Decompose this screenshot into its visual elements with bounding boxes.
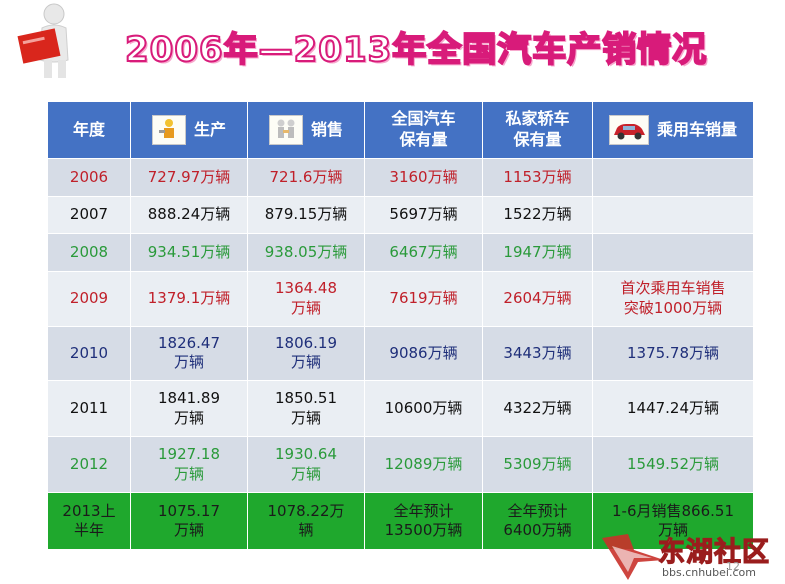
- page-number: 12: [726, 560, 740, 573]
- total-ownership-cell: 9086万辆: [364, 325, 483, 382]
- car-icon: [608, 115, 649, 145]
- table-row: 2007 888.24万辆 879.15万辆 5697万辆 1522万辆: [47, 195, 754, 235]
- header-production: 生产: [130, 101, 248, 159]
- private-ownership-cell: 1153万辆: [482, 158, 593, 197]
- header-private-ownership-label: 私家轿车 保有量: [505, 109, 570, 149]
- sales-cell: 1078.22万 辆: [247, 492, 365, 550]
- private-ownership-cell: 2604万辆: [482, 270, 593, 327]
- header-year-label: 年度: [72, 119, 105, 139]
- year-cell: 2008: [47, 233, 131, 272]
- watermark-url: bbs.cnhubei.com: [662, 566, 756, 579]
- header-sales: 销售: [247, 101, 365, 159]
- header-sales-label: 销售: [310, 119, 343, 139]
- private-ownership-cell: 1947万辆: [482, 233, 593, 272]
- table-row: 2008 934.51万辆 938.05万辆 6467万辆 1947万辆: [47, 233, 754, 272]
- sales-cell: 1850.51 万辆: [247, 380, 365, 438]
- header-total-ownership: 全国汽车 保有量: [364, 101, 483, 159]
- passenger-sales-cell: 首次乘用车销售 突破1000万辆: [592, 270, 754, 327]
- production-cell: 1927.18 万辆: [130, 436, 248, 494]
- year-cell: 2006: [47, 158, 131, 197]
- watermark: 东湖社区 bbs.cnhubei.com: [598, 528, 783, 584]
- sales-cell: 721.6万辆: [247, 158, 365, 197]
- sales-cell: 1364.48 万辆: [247, 270, 365, 327]
- year-cell: 2013上 半年: [47, 492, 131, 550]
- production-cell: 1075.17 万辆: [130, 492, 248, 550]
- sales-cell: 938.05万辆: [247, 233, 365, 272]
- total-ownership-cell: 10600万辆: [364, 380, 483, 438]
- private-ownership-cell: 1522万辆: [482, 195, 593, 235]
- year-cell: 2012: [47, 436, 131, 494]
- total-ownership-cell: 全年预计 13500万辆: [364, 492, 483, 550]
- passenger-sales-cell: 1549.52万辆: [592, 436, 754, 494]
- header-passenger-sales-label: 乘用车销量: [656, 119, 737, 139]
- total-ownership-cell: 7619万辆: [364, 270, 483, 327]
- header-year: 年度: [47, 101, 131, 159]
- private-ownership-cell: 5309万辆: [482, 436, 593, 494]
- passenger-sales-cell: 1447.24万辆: [592, 380, 754, 438]
- passenger-sales-cell: [592, 158, 754, 197]
- passenger-sales-cell: [592, 233, 754, 272]
- production-cell: 1826.47 万辆: [130, 325, 248, 382]
- header-production-label: 生产: [193, 119, 226, 139]
- mascot-logo: [17, 3, 69, 78]
- production-cell: 727.97万辆: [130, 158, 248, 197]
- sales-cell: 1806.19 万辆: [247, 325, 365, 382]
- total-ownership-cell: 12089万辆: [364, 436, 483, 494]
- watermark-brand: 东湖社区: [657, 536, 770, 568]
- table-row: 2006 727.97万辆 721.6万辆 3160万辆 1153万辆: [47, 158, 754, 197]
- year-cell: 2007: [47, 195, 131, 235]
- private-ownership-cell: 3443万辆: [482, 325, 593, 382]
- passenger-sales-cell: 1375.78万辆: [592, 325, 754, 382]
- total-ownership-cell: 6467万辆: [364, 233, 483, 272]
- total-ownership-cell: 3160万辆: [364, 158, 483, 197]
- table-row: 2009 1379.1万辆 1364.48 万辆 7619万辆 2604万辆 首次乘用车销…: [47, 270, 754, 327]
- year-cell: 2009: [47, 270, 131, 327]
- year-cell: 2011: [47, 380, 131, 438]
- table-row: 2010 1826.47 万辆 1806.19 万辆 9086万辆 3443万辆 1375…: [47, 325, 754, 382]
- header-private-ownership: 私家轿车 保有量: [482, 101, 593, 159]
- production-cell: 1379.1万辆: [130, 270, 248, 327]
- table-row: 2012 1927.18 万辆 1930.64 万辆 12089万辆 5309万辆 154…: [47, 436, 754, 494]
- handshake-icon: [268, 115, 303, 145]
- table-row: 2011 1841.89 万辆 1850.51 万辆 10600万辆 4322万辆 144…: [47, 380, 754, 438]
- page-title: 2006年—2013年全国汽车产销情况: [124, 29, 708, 71]
- header-passenger-sales: 乘用车销量: [592, 101, 754, 159]
- sales-cell: 879.15万辆: [247, 195, 365, 235]
- year-cell: 2010: [47, 325, 131, 382]
- table-body: 2006 727.97万辆 721.6万辆 3160万辆 1153万辆 2007 888.2…: [47, 158, 754, 550]
- worker-icon: [151, 115, 186, 145]
- watermark-arrow-icon: [602, 534, 664, 580]
- data-table-container: 年度 生产: [47, 101, 754, 550]
- private-ownership-cell: 4322万辆: [482, 380, 593, 438]
- table-row: 2013上 半年 1075.17 万辆 1078.22万 辆全年预计 13500万辆…: [47, 492, 754, 550]
- production-cell: 1841.89 万辆: [130, 380, 248, 438]
- header-total-ownership-label: 全国汽车 保有量: [391, 109, 456, 149]
- production-cell: 888.24万辆: [130, 195, 248, 235]
- table-header-row: 年度 生产: [47, 101, 754, 159]
- total-ownership-cell: 5697万辆: [364, 195, 483, 235]
- production-cell: 934.51万辆: [130, 233, 248, 272]
- private-ownership-cell: 全年预计 6400万辆: [482, 492, 593, 550]
- sales-cell: 1930.64 万辆: [247, 436, 365, 494]
- production-sales-table: 年度 生产: [47, 101, 754, 550]
- passenger-sales-cell: [592, 195, 754, 235]
